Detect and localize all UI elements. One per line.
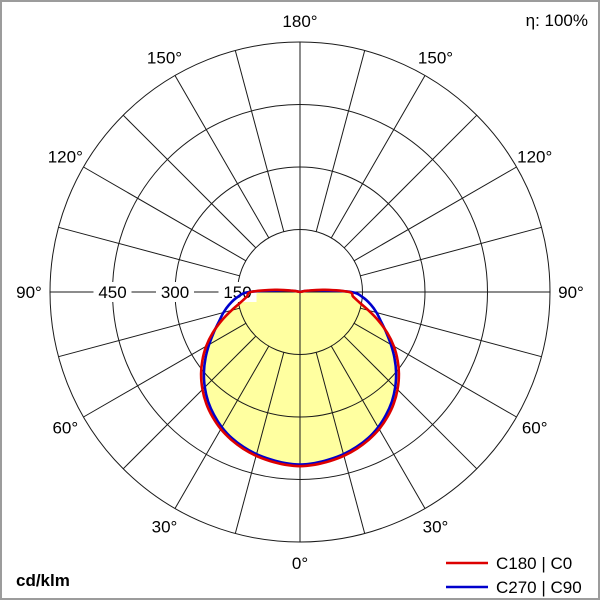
grid-radial-line <box>353 166 517 262</box>
angle-label-60-left: 60° <box>52 419 78 438</box>
grid-radial-line <box>360 226 542 277</box>
grid-radial-line <box>122 114 257 249</box>
legend-label-1: C270 | C90 <box>496 578 582 597</box>
angle-label-90-right: 90° <box>558 283 584 302</box>
grid-radial-line <box>122 335 257 470</box>
ring-label-bg <box>93 282 132 302</box>
unit-label: cd/klm <box>16 571 70 590</box>
grid-radial-line <box>343 335 478 470</box>
grid-radial-line <box>58 226 240 277</box>
angle-label-30-right: 30° <box>423 518 449 537</box>
legend-label-0: C180 | C0 <box>496 554 572 573</box>
angle-label-30-left: 30° <box>152 518 178 537</box>
angle-label-layer: 0° 30° 30° 60° 60° 90° 90° 120° 120° 150° 150° 180° <box>16 12 584 573</box>
grid-radial-line <box>234 50 285 232</box>
angle-label-120-right: 120° <box>517 148 552 167</box>
grid-radial-line <box>315 352 366 534</box>
polar-grid-layer <box>49 41 551 543</box>
curve-c270-c90 <box>202 289 398 466</box>
angle-label-60-right: 60° <box>522 419 548 438</box>
legend: C180 | C0 C270 | C90 <box>446 554 582 597</box>
grid-radial-line <box>83 166 247 262</box>
grid-radial-line <box>83 322 247 418</box>
angle-label-180-right: 180° <box>282 12 317 31</box>
ring-label-450: 450 <box>98 283 126 302</box>
grid-radial-line <box>360 307 542 358</box>
angle-label-150-right: 150° <box>418 48 453 67</box>
angle-label-0-right: 0° <box>292 554 308 573</box>
grid-radial-line <box>234 352 285 534</box>
angle-label-150-left: 150° <box>147 48 182 67</box>
grid-radial-line <box>174 75 270 239</box>
grid-radial-line <box>58 307 240 358</box>
grid-radial-line <box>343 114 478 249</box>
grid-radial-line <box>330 75 426 239</box>
angle-label-90-left: 90° <box>16 283 42 302</box>
curve-layer <box>199 288 401 468</box>
efficiency-label: η: 100% <box>526 11 588 30</box>
grid-radial-line <box>353 322 517 418</box>
curve-c180-c0 <box>199 288 401 468</box>
ring-label-300: 300 <box>161 283 189 302</box>
grid-radial-line <box>315 50 366 232</box>
angle-label-120-left: 120° <box>48 148 83 167</box>
ring-label-bg <box>156 282 194 302</box>
